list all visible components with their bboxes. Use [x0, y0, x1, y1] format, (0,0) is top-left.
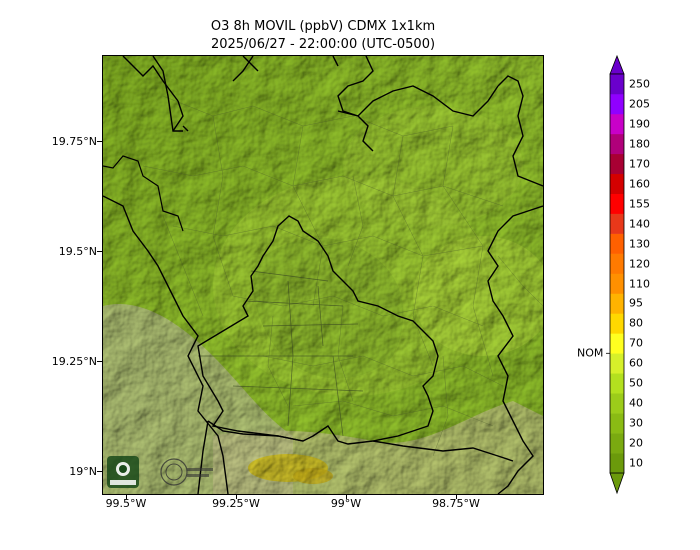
- colorbar-band: [610, 93, 624, 115]
- colorbar-band: [610, 173, 624, 194]
- colorbar-tick-label: 60: [629, 356, 643, 370]
- x-tick-label: 98.75°W: [432, 497, 480, 510]
- colorbar-tick-label: 205: [629, 97, 650, 111]
- y-tick-label: 19°N: [69, 465, 97, 478]
- colorbar-band: [610, 153, 624, 175]
- colorbar-band: [610, 433, 624, 454]
- colorbar-tick-label: 155: [629, 197, 650, 211]
- colorbar-tick-label: 140: [629, 217, 650, 231]
- colorbar-tick-label: 10: [629, 456, 643, 470]
- sedema-logo: [107, 456, 139, 488]
- colorbar-band: [610, 74, 624, 95]
- colorbar-band: [610, 313, 624, 334]
- colorbar-band: [610, 293, 624, 314]
- y-tick-label: 19.75°N: [51, 135, 97, 148]
- colorbar-tick-label: 130: [629, 237, 650, 251]
- nom-label: NOM: [577, 346, 604, 360]
- ytick-mark: [97, 141, 102, 142]
- x-tick-label: 99°W: [330, 497, 362, 510]
- colorbar-band: [610, 373, 624, 394]
- state-boundaries: [103, 56, 543, 494]
- colorbar-band: [610, 253, 624, 274]
- colorbar-tick-label: 110: [629, 277, 650, 290]
- colorbar-tick-label: 170: [629, 157, 650, 171]
- colorbar-tick-label: 190: [629, 117, 650, 131]
- colorbar-tick-label: 95: [629, 296, 643, 310]
- colorbar-tick-label: 70: [629, 336, 643, 350]
- map-canvas: [103, 56, 543, 494]
- cdmx-logo: [160, 458, 213, 486]
- colorbar-band: [610, 413, 624, 434]
- colorbar-band: [610, 113, 624, 135]
- map-subtitle-timestamp: 2025/06/27 - 22:00:00 (UTC-0500): [210, 37, 436, 52]
- colorbar-band: [610, 213, 624, 234]
- colorbar-band: [610, 133, 624, 155]
- colorbar-frame: [609, 73, 625, 474]
- colorbar-tick-label: 20: [629, 436, 643, 450]
- y-tick-label: 19.5°N: [58, 245, 97, 258]
- colorbar-tick-label: 160: [629, 177, 650, 191]
- colorbar-band: [610, 333, 624, 354]
- xtick-mark: [346, 495, 347, 499]
- terrain-relief: [103, 56, 543, 494]
- colorbar-tick-label: 180: [629, 137, 650, 151]
- municipal-boundaries: [142, 95, 543, 457]
- colorbar-extend-max: [609, 54, 625, 75]
- colorbar-tick-label: 80: [629, 316, 643, 330]
- map-title: O3 8h MOVIL (ppbV) CDMX 1x1km: [210, 19, 436, 34]
- x-tick-label: 99.25°W: [212, 497, 260, 510]
- y-tick-label: 19.25°N: [51, 355, 97, 368]
- colorbar-tick-label: 250: [629, 77, 650, 91]
- colorbar-extend-min: [609, 472, 625, 495]
- colorbar-band: [610, 273, 624, 294]
- xtick-mark: [236, 495, 237, 499]
- northern-border: [103, 155, 184, 232]
- colorbar-tick-label: 50: [629, 376, 643, 390]
- xtick-mark: [456, 495, 457, 499]
- colorbar-tick-label: 30: [629, 416, 643, 430]
- ytick-mark: [97, 361, 102, 362]
- ozone-map: [102, 55, 544, 495]
- xtick-mark: [126, 495, 127, 499]
- colorbar: [606, 54, 625, 495]
- cdmx-alcaldias: [198, 270, 364, 437]
- colorbar-tick-label: 40: [629, 396, 643, 410]
- colorbar-band: [610, 193, 624, 214]
- colorbar-band: [610, 233, 624, 254]
- colorbar-band: [610, 453, 624, 474]
- ytick-mark: [97, 471, 102, 472]
- colorbar-band: [610, 393, 624, 414]
- colorbar-band: [610, 353, 624, 374]
- ytick-mark: [97, 251, 102, 252]
- colorbar-tick-label: 120: [629, 257, 650, 270]
- x-tick-label: 99.5°W: [105, 497, 147, 510]
